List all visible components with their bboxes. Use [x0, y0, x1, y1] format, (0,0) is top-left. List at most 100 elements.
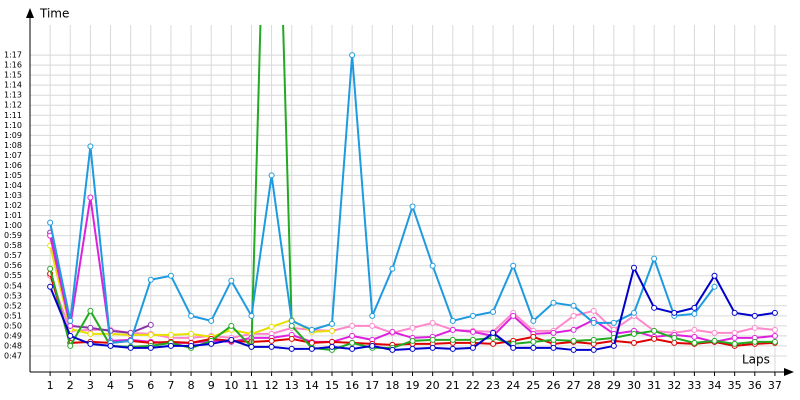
point [550, 344, 557, 351]
y-tick-label: 1:10 [4, 121, 22, 130]
point [691, 326, 698, 333]
y-tick-label: 1:14 [4, 81, 22, 90]
x-tick-label: 33 [687, 379, 701, 392]
point [671, 339, 678, 346]
point [590, 346, 597, 353]
y-tick-label: 1:05 [4, 171, 22, 180]
point [328, 327, 335, 334]
point [47, 219, 54, 226]
point [711, 337, 718, 344]
point [490, 340, 497, 347]
point [147, 321, 154, 328]
point [349, 332, 356, 339]
point [147, 276, 154, 283]
point [449, 317, 456, 324]
point [550, 329, 557, 336]
point [570, 326, 577, 333]
point [771, 326, 778, 333]
point [691, 304, 698, 311]
x-tick-label: 28 [587, 379, 601, 392]
point [530, 333, 537, 340]
x-tick-label: 5 [127, 379, 134, 392]
point [87, 194, 94, 201]
point [731, 340, 738, 347]
point [47, 283, 54, 290]
point [731, 334, 738, 341]
point [590, 336, 597, 343]
point [167, 331, 174, 338]
point [771, 338, 778, 345]
point [449, 336, 456, 343]
point [167, 272, 174, 279]
point [530, 344, 537, 351]
point [228, 322, 235, 329]
x-tick-label: 18 [385, 379, 399, 392]
point [651, 335, 658, 342]
y-tick-label: 0:55 [4, 271, 22, 280]
point [87, 330, 94, 337]
point [268, 323, 275, 330]
point [691, 333, 698, 340]
point [429, 344, 436, 351]
y-tick-label: 1:00 [4, 221, 22, 230]
x-tick-label: 17 [365, 379, 379, 392]
x-tick-label: 37 [768, 379, 782, 392]
y-tick-label: 0:53 [4, 291, 22, 300]
y-axis-arrow [26, 8, 34, 18]
point [510, 344, 517, 351]
point [87, 307, 94, 314]
point [610, 319, 617, 326]
x-tick-label: 21 [446, 379, 460, 392]
x-tick-label: 19 [406, 379, 420, 392]
point [248, 343, 255, 350]
point [107, 342, 114, 349]
point [208, 317, 215, 324]
x-tick-label: 7 [167, 379, 174, 392]
x-tick-label: 24 [506, 379, 520, 392]
point [389, 346, 396, 353]
y-tick-label: 0:50 [4, 321, 22, 330]
y-tick-label: 1:07 [4, 151, 22, 160]
x-tick-label: 4 [107, 379, 114, 392]
point [570, 337, 577, 344]
y-tick-label: 0:59 [4, 231, 22, 240]
point [328, 320, 335, 327]
point [67, 317, 74, 324]
point [510, 312, 517, 319]
point [550, 299, 557, 306]
point [590, 307, 597, 314]
x-tick-label: 35 [728, 379, 742, 392]
point [87, 324, 94, 331]
point [328, 338, 335, 345]
x-tick-label: 27 [567, 379, 581, 392]
y-tick-label: 1:04 [4, 181, 22, 190]
point [288, 322, 295, 329]
point [147, 344, 154, 351]
x-tick-label: 23 [486, 379, 500, 392]
y-tick-label: 1:12 [4, 101, 22, 110]
x-tick-label: 20 [426, 379, 440, 392]
x-tick-label: 15 [325, 379, 339, 392]
point [651, 327, 658, 334]
x-tick-label: 14 [305, 379, 319, 392]
point [147, 331, 154, 338]
y-tick-label: 1:16 [4, 61, 22, 70]
point [409, 203, 416, 210]
point [771, 309, 778, 316]
point [389, 328, 396, 335]
point [711, 329, 718, 336]
x-tick-label: 8 [188, 379, 195, 392]
x-tick-label: 11 [244, 379, 258, 392]
point [570, 346, 577, 353]
point [490, 308, 497, 315]
series-line [49, 55, 716, 345]
point [328, 343, 335, 350]
point [228, 277, 235, 284]
point [409, 324, 416, 331]
point [570, 302, 577, 309]
point [349, 52, 356, 59]
x-tick-label: 16 [345, 379, 359, 392]
point [208, 340, 215, 347]
point [671, 309, 678, 316]
